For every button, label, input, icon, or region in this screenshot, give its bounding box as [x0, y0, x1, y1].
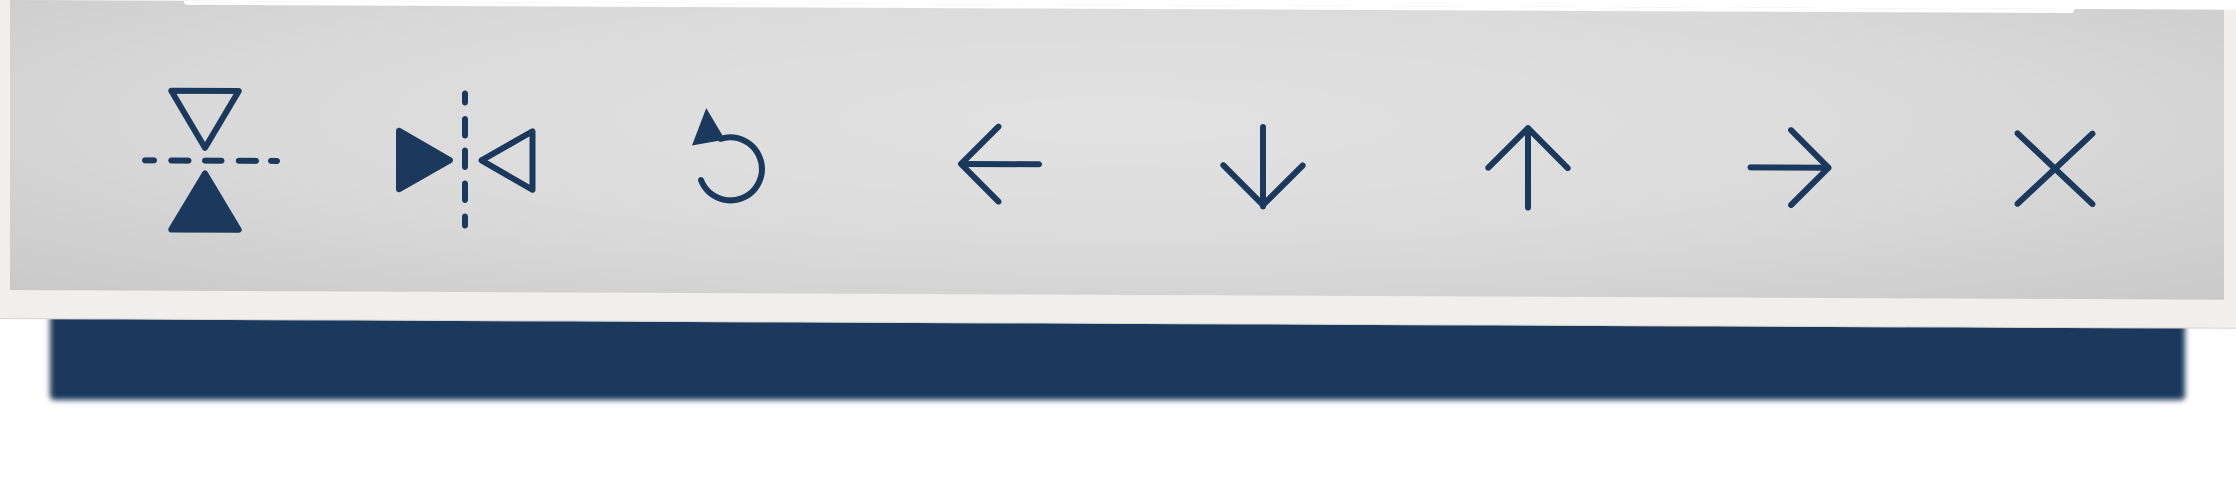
move-down-button[interactable] — [1188, 45, 1338, 266]
close-button[interactable] — [1980, 49, 2130, 270]
flip-horizontal-icon — [396, 90, 536, 229]
arrow-left-icon — [958, 123, 1042, 205]
top-strip — [184, 0, 2074, 14]
toolbar-panel-frame — [0, 0, 2236, 329]
arrow-up-icon — [1485, 125, 1571, 211]
flip-vertical-icon — [142, 87, 280, 233]
close-icon — [2014, 130, 2096, 208]
flip-vertical-button[interactable] — [130, 41, 280, 262]
toolbar-panel — [10, 0, 2224, 300]
transform-toolbar — [90, 40, 2150, 269]
move-left-button[interactable] — [925, 44, 1075, 265]
rotate-icon — [692, 108, 765, 204]
arrow-down-icon — [1220, 124, 1306, 210]
move-up-button[interactable] — [1453, 46, 1603, 267]
move-right-button[interactable] — [1716, 47, 1866, 268]
rotate-button[interactable] — [650, 43, 800, 264]
arrow-right-icon — [1747, 127, 1832, 209]
flip-horizontal-button[interactable] — [390, 42, 540, 263]
